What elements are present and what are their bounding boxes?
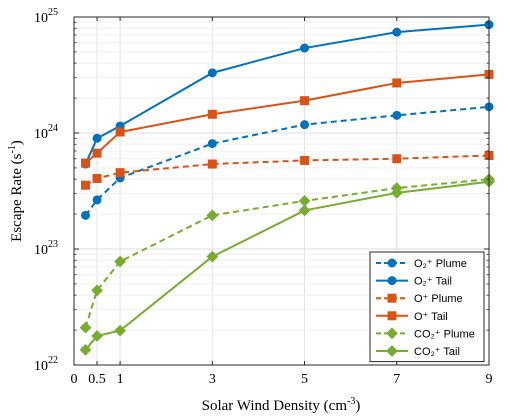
series-layer: [79, 20, 495, 356]
legend-entry: CO₂⁺ Plume: [376, 327, 475, 340]
data-point: [91, 330, 103, 342]
x-tick-label: 1: [117, 372, 124, 387]
data-point: [92, 148, 102, 158]
data-point: [115, 168, 125, 178]
data-point: [115, 127, 125, 137]
data-point: [79, 344, 92, 356]
data-point: [81, 180, 91, 190]
data-point: [207, 159, 217, 169]
series-5: [79, 175, 495, 356]
data-point: [300, 96, 310, 106]
legend-label: O⁺ Tail: [414, 311, 448, 323]
x-tick-label: 5: [301, 372, 308, 387]
legend-entry: O₂⁺ Plume: [376, 258, 467, 270]
legend-swatch-marker: [387, 311, 397, 321]
legend-label: CO₂⁺ Tail: [414, 346, 460, 358]
legend-swatch-marker: [387, 276, 397, 286]
data-point: [300, 155, 310, 165]
legend-swatch-marker: [386, 327, 398, 340]
legend-entry: O⁺ Tail: [376, 311, 448, 323]
data-point: [114, 255, 126, 268]
legend-entry: CO₂⁺ Tail: [376, 345, 460, 358]
data-point: [114, 324, 126, 337]
legend-swatch-marker: [387, 293, 397, 303]
legend-swatch-marker: [387, 258, 397, 268]
x-tick-label: 7: [393, 372, 400, 387]
data-point: [300, 120, 310, 130]
data-point: [392, 154, 402, 164]
data-point: [298, 204, 311, 217]
data-point: [392, 78, 402, 88]
y-tick-label: 1023: [34, 239, 58, 258]
data-point: [81, 210, 91, 220]
data-point: [298, 195, 311, 207]
data-point: [206, 250, 219, 263]
x-tick-label: 9: [486, 372, 493, 387]
x-tick-label: 3: [209, 372, 216, 387]
data-point: [207, 139, 217, 149]
data-point: [92, 133, 102, 143]
legend: O₂⁺ Plume O₂⁺ Tail O⁺ Plume O⁺ Tail CO₂⁺ Plu…: [369, 251, 485, 363]
data-point: [81, 158, 91, 168]
legend-label: O₂⁺ Tail: [414, 276, 452, 288]
x-axis-label: Solar Wind Density (cm-3): [202, 396, 361, 414]
y-tick-label: 1024: [34, 123, 58, 142]
plot-frame: [73, 16, 490, 366]
data-point: [92, 174, 102, 184]
legend-label: O₂⁺ Plume: [414, 258, 467, 270]
x-tick-label: 0.5: [88, 372, 106, 387]
legend-entry: O₂⁺ Tail: [376, 276, 452, 288]
y-tick-label: 1025: [34, 7, 58, 26]
data-point: [390, 186, 403, 199]
legend-label: CO₂⁺ Plume: [414, 328, 475, 340]
axis-ticks: 0 0.5 1 3 5 7 9 1022 1023 1024 1025: [34, 7, 493, 387]
legend-label: O⁺ Plume: [414, 293, 463, 305]
data-point: [206, 209, 219, 222]
data-point: [79, 321, 92, 334]
legend-box: [369, 251, 485, 363]
data-point: [300, 43, 310, 53]
data-point: [392, 27, 402, 37]
y-tick-label: 1022: [34, 355, 58, 374]
legend-swatch-marker: [386, 345, 398, 357]
y-axis-label: Escape Rate (s-1): [7, 140, 25, 242]
series-0: [81, 102, 494, 220]
data-point: [392, 110, 402, 120]
data-point: [207, 68, 217, 78]
legend-entry: O⁺ Plume: [376, 293, 463, 305]
data-point: [92, 195, 102, 205]
data-point: [207, 109, 217, 119]
x-tick-label: 0: [71, 372, 78, 387]
data-point: [91, 284, 103, 297]
